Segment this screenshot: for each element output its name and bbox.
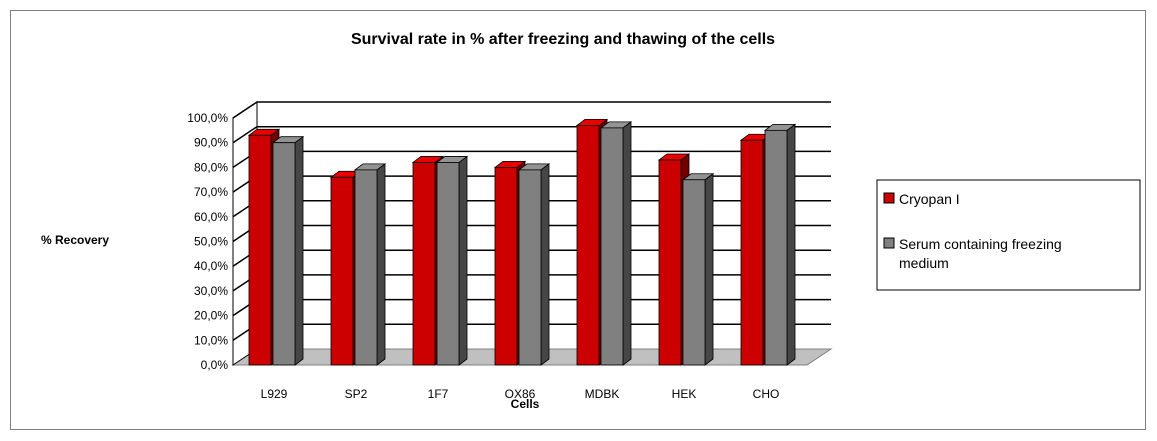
x-tick-label: 1F7 <box>428 387 449 401</box>
bar-front-face <box>272 142 296 366</box>
y-axis-title: % Recovery <box>41 233 109 247</box>
chart-frame <box>10 10 1146 430</box>
bar-side-face <box>294 135 304 366</box>
bar-front-face <box>248 134 272 366</box>
y-tick-label: 40,0% <box>194 259 228 273</box>
x-tick-label: OX86 <box>505 387 536 401</box>
y-tick-label: 70,0% <box>194 185 228 199</box>
y-tick-label: 90,0% <box>194 136 228 150</box>
legend-item: Serum containing freezing medium <box>883 236 1062 271</box>
y-tick-label: 30,0% <box>194 284 228 298</box>
bar-front-face <box>330 176 354 366</box>
y-tick-label: 20,0% <box>194 309 228 323</box>
legend-label: Cryopan I <box>899 191 960 207</box>
x-tick-label: MDBK <box>585 387 620 401</box>
bar-front-face <box>412 162 436 366</box>
bar-serum-containing-freezing-medium-l929 <box>271 135 305 366</box>
bar-serum-containing-freezing-medium-ox86 <box>517 163 551 366</box>
y-tick-label: 50,0% <box>194 235 228 249</box>
bar-serum-containing-freezing-medium-sp2 <box>353 163 387 366</box>
x-axis-title: Cells <box>511 397 540 411</box>
gridline <box>232 125 831 144</box>
bar-side-face <box>786 123 796 366</box>
bar-serum-containing-freezing-medium-cho <box>763 123 797 366</box>
legend-label: Serum containing freezing medium <box>899 236 1062 271</box>
bar-serum-containing-freezing-medium-mdbk <box>599 121 633 366</box>
y-tick-label: 0,0% <box>201 358 229 372</box>
bar-front-face <box>436 162 460 366</box>
bar-front-face <box>354 169 378 366</box>
bar-front-face <box>740 139 764 366</box>
bar-front-face <box>658 159 682 366</box>
legend-item: Cryopan I <box>883 191 960 207</box>
legend-swatch <box>883 237 895 249</box>
y-tick-label: 60,0% <box>194 210 228 224</box>
y-tick-label: 80,0% <box>194 160 228 174</box>
legend-swatch <box>883 192 895 204</box>
bar-front-face <box>576 125 600 366</box>
bar-side-face <box>622 121 632 366</box>
bar-side-face <box>540 163 550 366</box>
bar-side-face <box>458 155 468 366</box>
bar-front-face <box>764 129 788 366</box>
bar-serum-containing-freezing-medium-1f7 <box>435 155 469 366</box>
x-tick-label: SP2 <box>345 387 368 401</box>
bar-front-face <box>518 169 542 366</box>
bar-side-face <box>704 172 714 366</box>
bar-serum-containing-freezing-medium-hek <box>681 172 715 366</box>
y-tick-label: 100,0% <box>187 111 228 125</box>
x-tick-label: CHO <box>753 387 780 401</box>
gridline <box>232 101 831 119</box>
bar-side-face <box>376 163 386 366</box>
x-tick-label: HEK <box>672 387 697 401</box>
x-tick-label: L929 <box>261 387 288 401</box>
chart-title: Survival rate in % after freezing and th… <box>351 31 775 48</box>
y-tick-label: 10,0% <box>194 333 228 347</box>
bar-front-face <box>600 127 624 366</box>
legend-box <box>876 179 1141 291</box>
bar-front-face <box>494 166 518 366</box>
bar-front-face <box>682 179 706 366</box>
